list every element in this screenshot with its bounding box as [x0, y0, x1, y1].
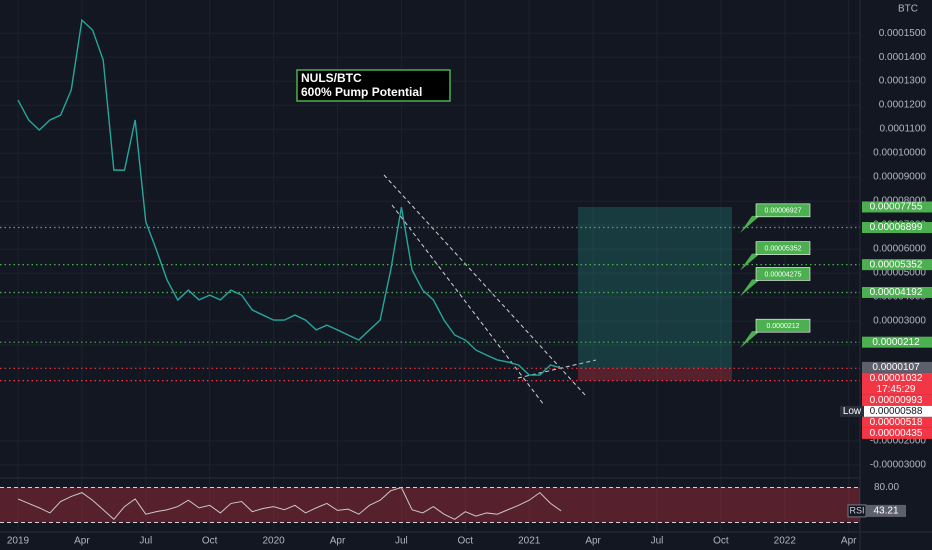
x-tick-label: Oct	[202, 536, 218, 547]
countdown: 17:45:29	[877, 384, 916, 395]
rsi-line	[17, 486, 562, 521]
x-tick-label: Oct	[458, 536, 474, 547]
price-tag-label: 0.0000107	[872, 362, 920, 373]
y-tick-label: 0.00010000	[873, 148, 926, 159]
y-tick-label: 0.00009000	[873, 172, 926, 183]
price-tag-label: 0.00005352	[870, 259, 923, 270]
callout-label: 0.0000212	[766, 323, 799, 330]
x-tick-label: 2019	[7, 536, 30, 547]
rsi-name: RSI	[849, 505, 864, 515]
y-tick-label: -0.00003000	[870, 460, 927, 471]
x-tick-label: 2021	[518, 536, 541, 547]
price-tag-label: 0.00004192	[870, 287, 923, 298]
price-tag	[862, 286, 932, 298]
x-tick-label: Oct	[713, 536, 729, 547]
y-tick-label: 0.00005000	[873, 268, 926, 279]
y-tick-label: 0.00003000	[873, 316, 926, 327]
trend-line	[383, 174, 587, 397]
y-tick-label: 0.00006000	[873, 244, 926, 255]
annotation-line: 600% Pump Potential	[301, 85, 422, 99]
price-tag-label: 0.00000518	[870, 417, 923, 428]
y-tick-label: 0.0001300	[879, 76, 927, 87]
price-tag	[862, 405, 932, 417]
trend-line	[517, 359, 597, 379]
callout-tail	[740, 279, 760, 297]
annotation-box	[296, 69, 451, 102]
callout-box	[755, 241, 811, 255]
price-tag	[862, 222, 932, 234]
callout-tail	[740, 253, 760, 271]
currency-label: BTC	[898, 4, 918, 15]
x-tick-label: Apr	[330, 536, 346, 547]
callout-box	[755, 267, 811, 281]
price-tag-label: 0.00000435	[870, 428, 923, 439]
y-tick-label: 0.0001500	[879, 28, 927, 39]
price-tag-label: 0.0000212	[872, 337, 920, 348]
price-tag	[862, 394, 932, 406]
price-tag-label: 0.00000588	[870, 406, 923, 417]
y-tick-label: -0.00002000	[870, 436, 927, 447]
x-tick-label: 2020	[262, 536, 285, 547]
price-line	[17, 18, 562, 376]
price-tag	[862, 372, 932, 395]
price-tag-label: 0.00000993	[870, 395, 923, 406]
price-tag-label: 0.00006899	[870, 222, 923, 233]
rsi-band	[0, 487, 860, 523]
y-tick-label: 0.0001400	[879, 52, 927, 63]
loss-zone	[578, 368, 732, 381]
price-tag	[862, 427, 932, 439]
y-tick-label: 0.0001100	[879, 124, 926, 135]
price-tag	[862, 259, 932, 271]
rsi-value: 43.21	[873, 506, 898, 517]
x-tick-label: Jul	[395, 536, 408, 547]
price-tag-label: 0.00007755	[870, 202, 923, 213]
y-tick-label: 0.0001200	[879, 100, 927, 111]
callout-label: 0.00004275	[765, 271, 802, 278]
price-tag	[862, 201, 932, 213]
callout-label: 0.00006927	[765, 208, 802, 215]
low-label: Low	[843, 406, 862, 417]
price-tag-label: 0.00001032	[870, 373, 923, 384]
x-tick-label: 2022	[774, 536, 797, 547]
y-tick-label: 0.00008000	[873, 196, 926, 207]
x-tick-label: Apr	[74, 536, 90, 547]
x-tick-label: Jul	[139, 536, 152, 547]
x-tick-label: Jul	[651, 536, 664, 547]
price-tag	[862, 416, 932, 428]
price-tag	[862, 336, 932, 348]
callout-box	[755, 318, 811, 333]
profit-zone	[578, 206, 732, 369]
callout-tail	[740, 331, 760, 349]
annotation-line: NULS/BTC	[301, 71, 362, 85]
x-tick-label: Apr	[841, 536, 857, 547]
callout-box	[755, 203, 811, 218]
price-tag	[862, 361, 932, 373]
callout-label: 0.00005352	[765, 245, 802, 252]
callout-tail	[740, 215, 760, 233]
x-tick-label: Apr	[585, 536, 601, 547]
rsi-value-tag	[866, 504, 906, 517]
low-badge	[840, 405, 864, 417]
rsi-tick-label: 80.00	[874, 482, 899, 493]
